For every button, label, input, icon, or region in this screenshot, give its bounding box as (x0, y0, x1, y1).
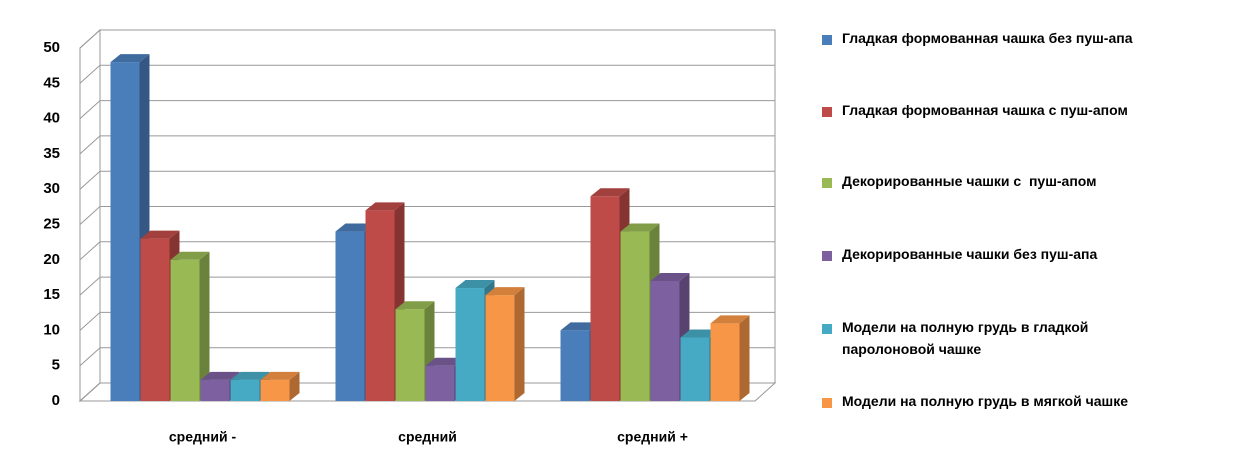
bar-top (260, 371, 300, 380)
legend-swatch (822, 35, 832, 45)
legend-item: Декорированные чашки с пуш-апом (822, 173, 1182, 192)
legend-swatch (822, 398, 832, 408)
bar-top (590, 188, 630, 197)
bar-top (425, 357, 465, 366)
bar-front (170, 259, 200, 401)
bar-top (680, 329, 720, 338)
y-tick-label: 45 (43, 74, 60, 91)
x-tick-label: средний (398, 429, 457, 445)
grid-line (79, 206, 775, 225)
bar-front (260, 379, 290, 401)
bar-top (485, 287, 525, 296)
bar-side (199, 251, 210, 401)
legend-item: Модели на полную грудь в мягкой чашке (822, 393, 1182, 412)
legend-item: Декорированные чашки без пуш-апа (822, 246, 1182, 265)
y-tick-label: 30 (43, 180, 60, 197)
legend-swatch (822, 107, 832, 117)
bar (710, 315, 750, 401)
bar-front (200, 379, 230, 401)
bar-side (739, 315, 750, 401)
bar-top (620, 223, 660, 232)
grid-line (79, 29, 775, 49)
bar (485, 287, 525, 401)
bar-top (560, 322, 600, 331)
bar-front (110, 62, 140, 402)
legend-item: Гладкая формованная чашка без пуш-апа (822, 30, 1182, 49)
bar-front (485, 295, 515, 401)
grid-line (79, 311, 775, 331)
bar-top (230, 371, 270, 380)
grid-line (79, 170, 775, 190)
y-tick-label: 15 (43, 286, 60, 303)
bar-side (289, 371, 300, 401)
bar-top (365, 202, 405, 211)
y-tick-label: 35 (43, 145, 60, 162)
bar-front (620, 231, 650, 401)
grid-line (79, 100, 775, 119)
legend-label: Декорированные чашки без пуш-апа (842, 246, 1098, 262)
grid-line (79, 135, 775, 155)
bar-top (455, 280, 495, 289)
grid-line (79, 276, 775, 296)
bar-front (425, 365, 455, 401)
bar-front (365, 210, 395, 401)
legend-swatch (822, 324, 832, 334)
bar (650, 272, 690, 401)
legend-label: Гладкая формованная чашка без пуш-апа (842, 30, 1133, 46)
bar-front (560, 330, 590, 401)
chart: 0 5 10 15 20 25 30 35 40 45 50 средний - средний сред… (43, 28, 777, 445)
y-tick-label: 10 (43, 321, 60, 338)
y-tick-label: 5 (52, 357, 60, 374)
bar (170, 251, 210, 401)
bar-front (230, 379, 260, 401)
y-tick-label: 50 (43, 39, 60, 56)
bar-top (170, 251, 210, 260)
bar-front (590, 196, 620, 401)
legend-label: Модели на полную грудь в мягкой чашке (842, 393, 1128, 409)
grid-line (79, 382, 775, 402)
legend-label: Декорированные чашки с пуш-апом (842, 173, 1097, 189)
bar-front (140, 238, 170, 401)
bar-top (335, 223, 375, 232)
bar-front (395, 309, 425, 401)
legend-label: Модели на полную грудь в гладкой паролон… (842, 319, 1093, 357)
bar-top (650, 272, 690, 281)
legend-item: Гладкая формованная чашка с пуш-апом (822, 102, 1182, 121)
x-tick-label: средний + (617, 429, 688, 445)
legend-swatch (822, 251, 832, 261)
bar-top (110, 54, 150, 63)
bar-top (200, 371, 240, 380)
y-tick-label: 40 (43, 110, 60, 127)
bar-top (395, 301, 435, 310)
grid-line (79, 347, 775, 367)
legend-label: Гладкая формованная чашка с пуш-апом (842, 102, 1128, 118)
x-tick-label: средний - (169, 429, 237, 445)
y-tick-label: 25 (43, 215, 60, 232)
y-tick-label: 20 (43, 251, 60, 268)
bar-top (710, 315, 750, 324)
bar-front (710, 323, 740, 401)
bar-front (335, 231, 365, 401)
grid-line (79, 64, 775, 84)
grid-line (79, 241, 775, 261)
legend-swatch (822, 178, 832, 188)
bar-front (680, 337, 710, 401)
bar-front (455, 288, 485, 401)
legend-item: Модели на полную грудь в гладкой паролон… (822, 319, 1182, 360)
bar-side (514, 287, 525, 401)
bar-top (140, 230, 180, 239)
bar-front (650, 280, 680, 401)
bar (260, 371, 300, 401)
y-tick-label: 0 (52, 392, 60, 409)
